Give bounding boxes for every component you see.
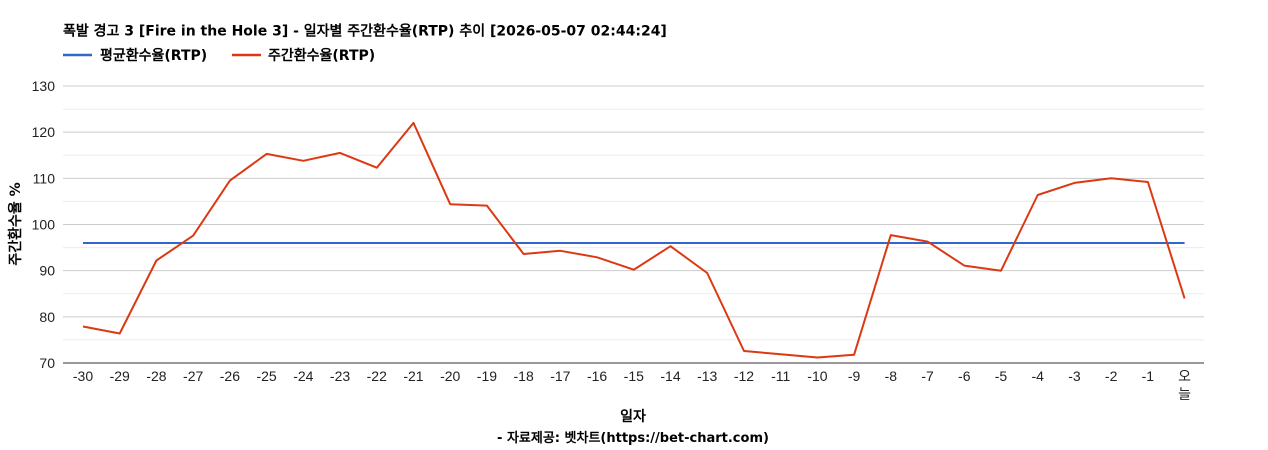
- x-tick-label: -12: [734, 368, 754, 384]
- x-tick-label: -7: [921, 368, 934, 384]
- chart-title: 폭발 경고 3 [Fire in the Hole 3] - 일자별 주간환수율…: [63, 23, 667, 40]
- x-tick-label: -1: [1142, 368, 1155, 384]
- x-tick-label: -6: [958, 368, 971, 384]
- x-tick-label: -4: [1031, 368, 1044, 384]
- y-tick-label: 70: [39, 355, 55, 371]
- series-line-weekly-rtp: [82, 121, 1186, 359]
- x-tick-label: -18: [514, 368, 534, 384]
- y-tick-label: 90: [39, 263, 55, 279]
- series-lines: [82, 121, 1186, 359]
- y-tick-label: 100: [32, 217, 56, 233]
- x-tick-label: -24: [293, 368, 313, 384]
- x-tick-label: -25: [256, 368, 276, 384]
- x-tick-label: -23: [330, 368, 350, 384]
- x-tick-label: -14: [660, 368, 680, 384]
- x-tick-label: -29: [110, 368, 130, 384]
- x-tick-label: -21: [403, 368, 423, 384]
- x-tick-label: -2: [1105, 368, 1118, 384]
- x-tick-label: -10: [807, 368, 827, 384]
- x-tick-label: -27: [183, 368, 203, 384]
- legend-label-weekly: 주간환수율(RTP): [268, 47, 375, 64]
- x-tick-label: -19: [477, 368, 497, 384]
- y-tick-label: 130: [32, 78, 56, 94]
- x-tick-label: -5: [995, 368, 1008, 384]
- x-tick-label: -9: [848, 368, 861, 384]
- x-tick-label: -13: [697, 368, 717, 384]
- x-tick-label: -17: [550, 368, 570, 384]
- x-tick-label: -26: [220, 368, 240, 384]
- source-credit: - 자료제공: 벳차트(https://bet-chart.com): [497, 430, 769, 446]
- y-axis-ticks: 70 80 90 100 110 120 130: [32, 78, 56, 371]
- x-tick-label: -16: [587, 368, 607, 384]
- y-axis-title: 주간환수율 %: [7, 182, 24, 265]
- x-axis-ticks: -30 -29 -28 -27 -26 -25 -24 -23 -22 -21 -20 -19 -18-…: [73, 368, 1191, 402]
- x-tick-label: -3: [1068, 368, 1081, 384]
- y-tick-label: 110: [33, 170, 56, 186]
- x-tick-label: -28: [146, 368, 166, 384]
- gridlines: [63, 85, 1204, 364]
- x-tick-label: -22: [367, 368, 387, 384]
- x-tick-label: -20: [440, 368, 460, 384]
- x-tick-label: -15: [624, 368, 644, 384]
- legend: 평균환수율(RTP) 주간환수율(RTP): [63, 47, 375, 64]
- x-axis-title: 일자: [620, 409, 646, 425]
- y-tick-label: 80: [39, 309, 55, 325]
- x-tick-label: -8: [885, 368, 898, 384]
- y-tick-label: 120: [32, 124, 56, 140]
- x-tick-label: -11: [771, 368, 790, 384]
- legend-label-average: 평균환수율(RTP): [100, 47, 207, 64]
- x-tick-label: -30: [73, 368, 93, 384]
